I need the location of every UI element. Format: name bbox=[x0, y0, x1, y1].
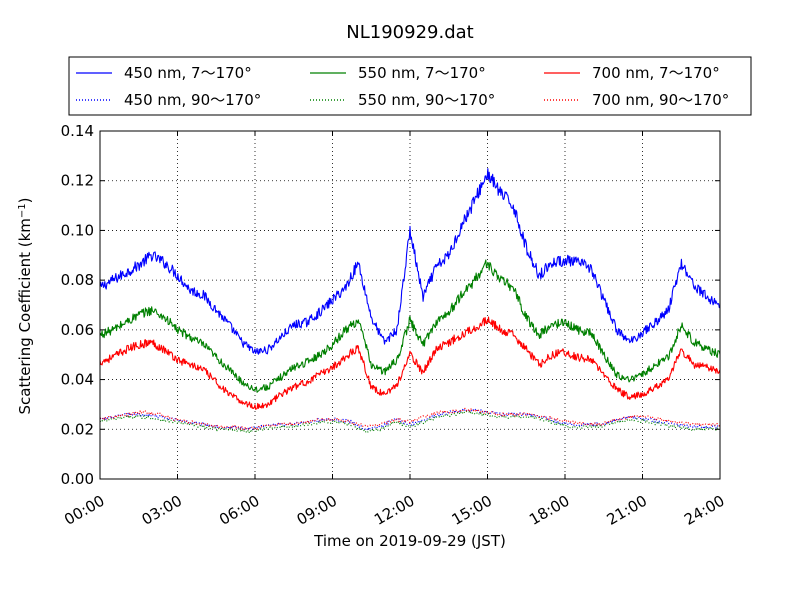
y-tick-label: 0.10 bbox=[61, 221, 94, 239]
x-tick-label: 24:00 bbox=[681, 492, 727, 529]
x-axis-title: Time on 2019-09-29 (JST) bbox=[313, 532, 506, 550]
x-tick-label: 09:00 bbox=[294, 492, 340, 529]
series-layer bbox=[99, 168, 721, 434]
legend-label: 450 nm, 7～170° bbox=[124, 64, 252, 82]
x-tick-label: 18:00 bbox=[526, 492, 572, 529]
legend-label: 700 nm, 90～170° bbox=[592, 91, 729, 109]
ticks-layer: 00:00 03:00 06:00 09:00 12:00 15:00 18:00 21:00… bbox=[61, 122, 728, 529]
y-axis-title-main: Scattering Coefficient (km bbox=[16, 218, 34, 414]
x-tick-label: 12:00 bbox=[371, 492, 417, 529]
x-tick-label: 03:00 bbox=[139, 492, 185, 529]
series-line-3 bbox=[99, 259, 721, 393]
y-axis-title: Scattering Coefficient (km−1) bbox=[16, 197, 34, 414]
x-tick-label: 00:00 bbox=[61, 492, 107, 529]
y-tick-label: 0.08 bbox=[61, 271, 94, 289]
legend: 450 nm, 7～170° 450 nm, 90～170° 550 nm, 7～1… bbox=[68, 56, 752, 116]
series-line-1 bbox=[99, 168, 721, 355]
y-tick-label: 0.04 bbox=[61, 371, 94, 389]
chart-title: NL190929.dat bbox=[346, 22, 473, 43]
legend-label: 550 nm, 7～170° bbox=[358, 64, 486, 82]
y-tick-label: 0.14 bbox=[61, 122, 94, 140]
x-tick-label: 21:00 bbox=[604, 492, 650, 529]
y-tick-label: 0.12 bbox=[61, 172, 94, 190]
series-line-6 bbox=[99, 407, 721, 431]
legend-label: 700 nm, 7～170° bbox=[592, 64, 720, 82]
grid-layer bbox=[100, 131, 720, 479]
legend-label: 550 nm, 90～170° bbox=[358, 91, 495, 109]
y-tick-label: 0.00 bbox=[61, 470, 94, 488]
legend-label: 450 nm, 90～170° bbox=[124, 91, 261, 109]
y-axis-title-end: ) bbox=[16, 197, 34, 203]
legend-frame bbox=[68, 56, 752, 116]
series-line-5 bbox=[99, 316, 721, 410]
y-tick-label: 0.06 bbox=[61, 321, 94, 339]
y-tick-label: 0.02 bbox=[61, 420, 94, 438]
y-axis-title-sup: −1 bbox=[17, 203, 28, 218]
x-tick-label: 06:00 bbox=[216, 492, 262, 529]
x-tick-label: 15:00 bbox=[449, 492, 495, 529]
